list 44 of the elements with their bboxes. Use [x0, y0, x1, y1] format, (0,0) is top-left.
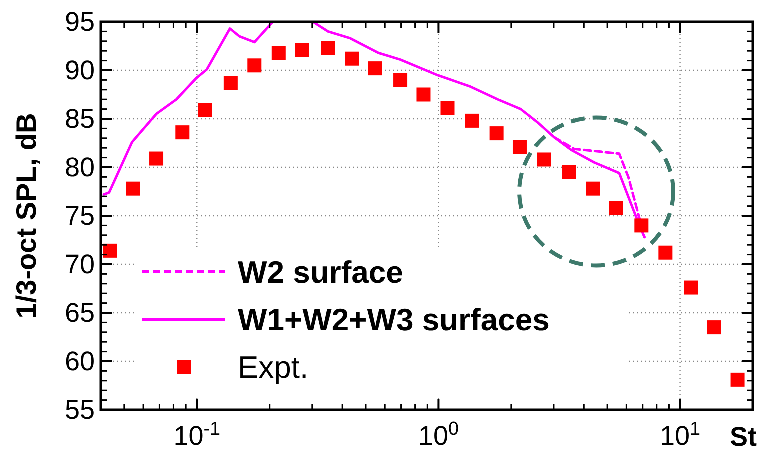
y-tick-label: 55: [64, 395, 95, 425]
point: [440, 101, 455, 116]
legend-label: W2 surface: [238, 255, 404, 290]
point: [512, 140, 527, 154]
point: [126, 182, 140, 196]
y-tick-label: 95: [64, 7, 95, 37]
point: [150, 152, 164, 166]
y-tick-label: 90: [64, 56, 95, 86]
point: [248, 58, 262, 73]
point: [198, 103, 212, 118]
y-tick-label: 80: [64, 152, 95, 182]
point: [658, 246, 673, 260]
legend-label: Expt.: [238, 350, 309, 385]
point: [562, 165, 576, 180]
point: [707, 320, 722, 335]
legend-label: W1+W2+W3 surfaces: [238, 302, 550, 338]
point: [634, 218, 649, 233]
x-tick-label: 10$^{1}$: [660, 418, 701, 451]
y-tick-label: 85: [64, 104, 95, 134]
point: [609, 201, 624, 216]
point: [465, 114, 480, 128]
point: [394, 73, 408, 88]
point: [586, 182, 600, 196]
y-tick-label: 65: [64, 298, 95, 328]
point: [345, 52, 360, 66]
point: [368, 62, 382, 76]
point: [730, 372, 745, 387]
point: [490, 126, 504, 141]
y-tick-label: 75: [64, 201, 95, 231]
point: [224, 76, 238, 90]
point: [321, 41, 336, 56]
point: [272, 46, 286, 60]
point: [176, 126, 190, 140]
point: [537, 152, 552, 167]
y-axis-title: 1/3-oct SPL, dB: [11, 113, 42, 319]
point: [416, 88, 431, 102]
point: [295, 43, 310, 58]
y-tick-label: 70: [64, 250, 95, 280]
point: [103, 244, 118, 258]
x-axis-title: St: [730, 422, 758, 452]
y-tick-label: 60: [64, 346, 95, 376]
x-tick-label: 10$^{-1}$: [174, 418, 221, 451]
x-tick-label: 10$^{0}$: [418, 418, 459, 451]
point: [684, 280, 698, 295]
